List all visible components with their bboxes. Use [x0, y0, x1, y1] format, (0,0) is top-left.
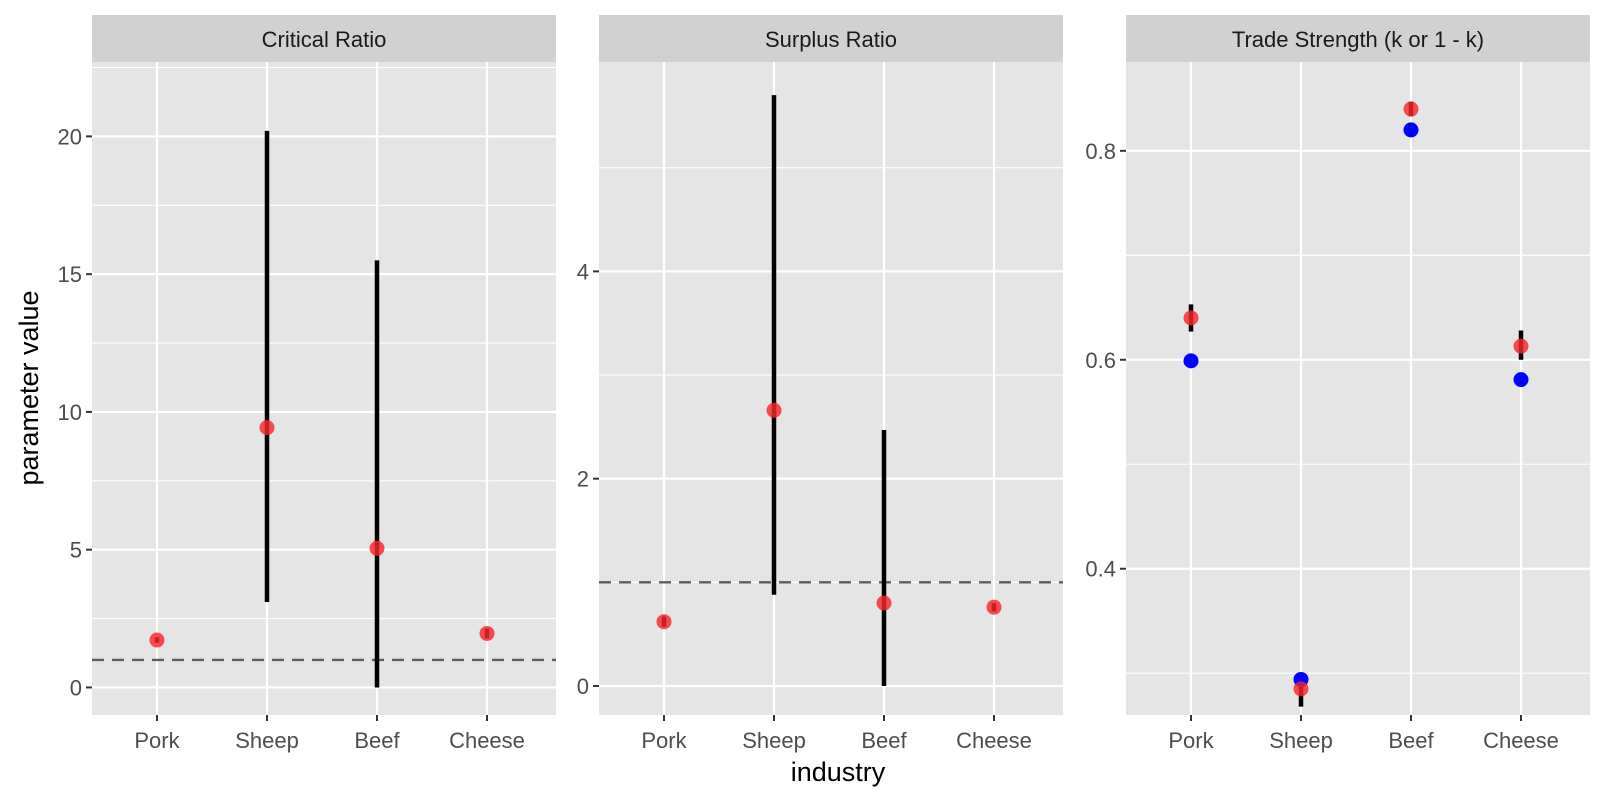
y-axis-title: parameter value	[14, 290, 44, 485]
y-tick-label: 0.4	[1085, 557, 1116, 582]
panel-1: Critical Ratio 0 5 10 15 20 Pork Sheep Beef Chees…	[58, 15, 556, 753]
y-tick-label: 0	[577, 674, 589, 699]
reference-point	[1403, 122, 1419, 138]
strip-background	[1126, 15, 1590, 62]
estimate-point	[1293, 681, 1309, 697]
panel-title: Trade Strength (k or 1 - k)	[1232, 27, 1484, 52]
panel-title: Surplus Ratio	[765, 27, 897, 52]
y-tick-label: 10	[58, 400, 82, 425]
y-tick-label: 0.8	[1085, 139, 1116, 164]
x-tick-label: Pork	[134, 728, 180, 753]
x-tick-label: Beef	[1388, 728, 1434, 753]
y-tick-label: 4	[577, 259, 589, 284]
panel-title: Critical Ratio	[262, 27, 387, 52]
estimate-point	[656, 614, 672, 630]
estimate-point	[986, 599, 1002, 615]
x-tick-label: Beef	[861, 728, 907, 753]
y-tick-label: 0.6	[1085, 348, 1116, 373]
y-tick-label: 5	[70, 538, 82, 563]
estimate-point	[369, 540, 385, 556]
strip-background	[92, 15, 556, 62]
estimate-point	[149, 632, 165, 648]
x-tick-label: Sheep	[1269, 728, 1333, 753]
panel-2: Surplus Ratio 0 2 4 Pork Sheep Beef Cheese	[577, 15, 1063, 753]
panel-background	[599, 62, 1063, 715]
estimate-point	[876, 595, 892, 611]
x-tick-label: Cheese	[449, 728, 525, 753]
reference-point	[1183, 353, 1199, 369]
x-tick-label: Cheese	[956, 728, 1032, 753]
reference-point	[1513, 372, 1529, 388]
x-tick-label: Sheep	[742, 728, 806, 753]
panel-background	[1126, 62, 1590, 715]
y-tick-label: 20	[58, 124, 82, 149]
estimate-point	[1403, 101, 1419, 117]
x-tick-label: Sheep	[235, 728, 299, 753]
estimate-point	[479, 625, 495, 641]
estimate-point	[766, 402, 782, 418]
y-tick-label: 15	[58, 262, 82, 287]
x-axis-title: industry	[791, 757, 886, 787]
x-tick-label: Pork	[641, 728, 687, 753]
x-tick-label: Beef	[354, 728, 400, 753]
x-tick-label: Cheese	[1483, 728, 1559, 753]
y-tick-label: 2	[577, 467, 589, 492]
estimate-point	[259, 420, 275, 436]
y-tick-label: 0	[70, 675, 82, 700]
x-tick-label: Pork	[1168, 728, 1214, 753]
strip-background	[599, 15, 1063, 62]
panel-3: Trade Strength (k or 1 - k) 0.4 0.6 0.8 Pork…	[1085, 15, 1590, 753]
estimate-point	[1183, 310, 1199, 326]
estimate-point	[1513, 338, 1529, 354]
panel-background	[92, 62, 556, 715]
